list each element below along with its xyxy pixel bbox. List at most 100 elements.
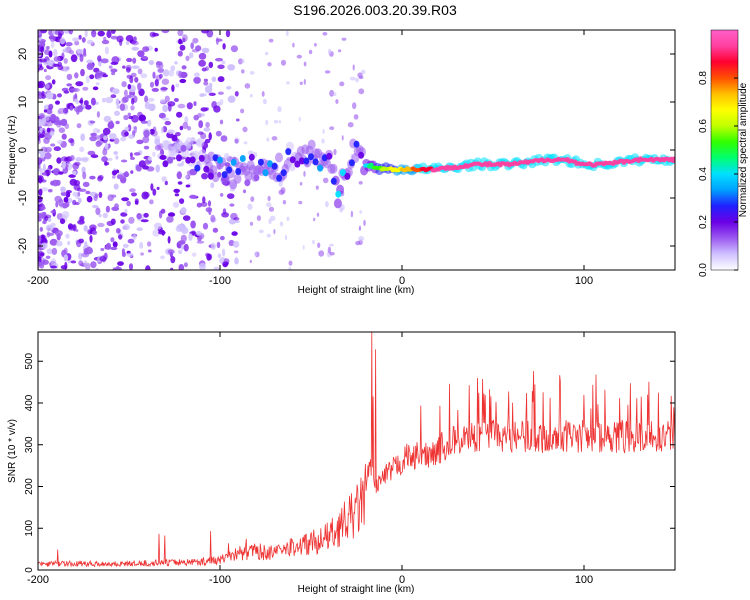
bottom-x-axis-label: Height of straight line (km) (298, 584, 415, 595)
noise-blob (90, 261, 97, 269)
noise-blob (101, 97, 106, 103)
noise-blob (105, 205, 110, 213)
noise-blob (176, 111, 183, 118)
noise-blob (154, 47, 158, 52)
noise-blob (160, 86, 168, 92)
noise-blob (68, 30, 74, 35)
noise-blob (288, 266, 292, 270)
noise-blob (160, 255, 165, 260)
colorbar-label: Normalized spectral amplitude (738, 82, 749, 217)
ridge-core (207, 172, 214, 180)
x-tick-label: -200 (27, 574, 49, 586)
noise-blob (247, 203, 253, 211)
ridge-core (276, 174, 283, 182)
noise-blob (201, 173, 209, 180)
noise-blob (124, 131, 129, 137)
noise-blob (38, 61, 42, 65)
noise-blob (358, 236, 365, 242)
noise-blob (46, 92, 54, 100)
noise-blob (238, 58, 243, 65)
noise-blob (59, 37, 66, 45)
noise-blob (53, 120, 60, 126)
noise-blob (45, 224, 54, 232)
noise-blob (192, 37, 199, 44)
noise-blob (55, 179, 61, 186)
noise-blob (179, 198, 185, 205)
noise-blob (80, 68, 85, 77)
noise-blob (92, 230, 98, 235)
noise-blob (219, 119, 224, 125)
noise-blob (38, 168, 41, 172)
noise-blob (162, 69, 170, 77)
noise-blob (360, 69, 366, 75)
x-tick-label: -100 (209, 574, 231, 586)
noise-blob (322, 128, 325, 135)
noise-blob (158, 210, 163, 219)
noise-blob (131, 40, 139, 46)
noise-blob (119, 103, 126, 111)
noise-blob (41, 242, 48, 249)
noise-blob (55, 201, 59, 208)
noise-blob (56, 157, 62, 164)
y-tick-label: 100 (24, 519, 35, 536)
noise-blob (161, 78, 170, 85)
noise-blob (130, 72, 137, 78)
ridge-core (176, 154, 182, 162)
noise-blob (89, 224, 97, 231)
y-tick-label: 300 (24, 436, 35, 453)
ridge-halo (275, 152, 283, 163)
noise-blob (180, 207, 187, 214)
noise-blob (63, 58, 68, 64)
noise-blob (79, 99, 83, 104)
noise-blob (353, 114, 359, 120)
noise-blob (97, 30, 105, 37)
top-x-axis: -200 -100 0 100 (27, 30, 593, 287)
ridge-core (280, 169, 287, 177)
noise-blob (123, 89, 128, 97)
noise-blob (271, 136, 278, 141)
noise-blob (312, 239, 315, 245)
noise-blob (66, 83, 73, 87)
noise-blob (49, 35, 56, 42)
noise-blob (191, 48, 200, 53)
noise-blob (201, 67, 207, 72)
noise-blob (138, 88, 145, 97)
noise-blob (81, 252, 90, 258)
noise-blob (62, 161, 66, 169)
noise-blob (225, 86, 232, 90)
y-tick-label: 0 (17, 147, 29, 153)
noise-blob (45, 255, 51, 259)
noise-blob (38, 241, 42, 247)
noise-blob (202, 49, 209, 54)
noise-blob (160, 98, 166, 103)
noise-blob (249, 71, 255, 75)
bottom-y-axis: 0 100 200 300 400 500 (24, 352, 675, 573)
noise-blob (79, 54, 84, 62)
noise-blob (92, 86, 99, 91)
noise-blob (50, 180, 55, 186)
noise-blob (198, 120, 204, 129)
noise-blob (234, 257, 239, 265)
ridge-core (326, 152, 333, 160)
noise-blob (188, 233, 193, 241)
noise-blob (39, 58, 48, 63)
noise-blob (56, 240, 63, 247)
noise-blob (50, 265, 58, 269)
noise-blob (234, 138, 239, 144)
noise-blob (85, 75, 90, 84)
noise-blob (45, 75, 52, 81)
noise-blob (174, 61, 178, 65)
noise-blob (329, 89, 335, 97)
noise-blob (303, 61, 307, 67)
noise-blob (110, 68, 118, 73)
noise-blob (83, 225, 88, 232)
noise-blob (249, 93, 253, 98)
noise-blob (116, 35, 124, 43)
noise-blob (46, 45, 50, 50)
noise-blob (137, 111, 143, 117)
noise-blob (150, 183, 154, 191)
noise-blob (350, 210, 354, 218)
noise-blob (105, 227, 110, 233)
ridge-core (330, 177, 337, 185)
